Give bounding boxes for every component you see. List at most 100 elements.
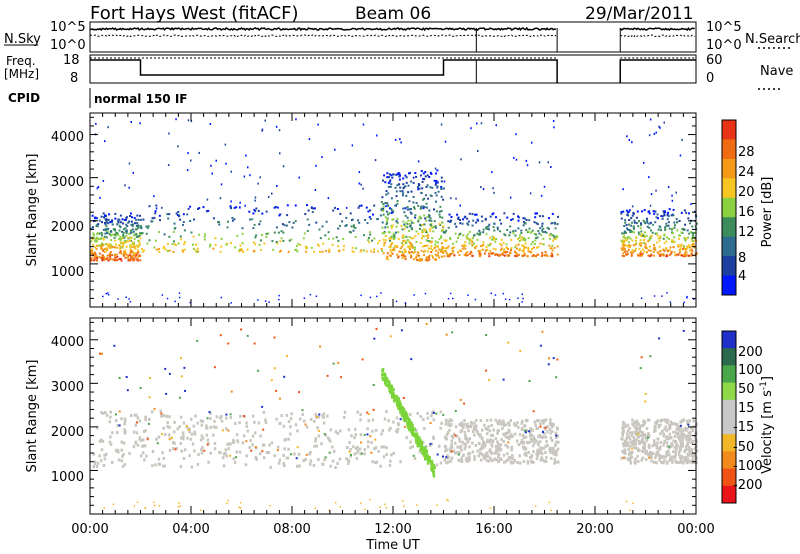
power-cell	[539, 227, 542, 230]
velocity-cell	[662, 432, 666, 436]
velocity-cell	[530, 433, 533, 437]
power-cell	[383, 244, 385, 247]
velocity-cell	[692, 419, 695, 423]
power-cell	[125, 253, 128, 256]
velocity-cell	[656, 446, 659, 450]
velocity-cell	[662, 443, 665, 447]
velocity-cell	[363, 433, 366, 436]
power-cell	[446, 254, 449, 257]
velocity-cell	[321, 463, 325, 466]
power-cell	[459, 232, 462, 235]
power-cell	[387, 182, 390, 185]
power-cell	[667, 186, 670, 189]
power-cell	[682, 227, 685, 230]
power-cell	[466, 251, 469, 254]
velocity-cell	[467, 425, 470, 428]
power-cell	[546, 254, 549, 257]
power-cell	[449, 220, 452, 223]
power-cell	[659, 226, 662, 229]
velocity-cell	[183, 366, 186, 369]
power-cell	[686, 295, 688, 298]
velocity-colorbar-segment	[722, 468, 736, 487]
velocity-cell	[123, 463, 127, 467]
noise-search-line	[620, 34, 695, 38]
velocity-cell	[184, 389, 186, 392]
power-cell	[484, 217, 487, 220]
freq-right-tick-bottom: 0	[706, 71, 714, 86]
power-cell	[690, 203, 692, 206]
velocity-cell	[409, 440, 412, 444]
velocity-cell	[687, 434, 690, 438]
power-cell	[280, 230, 283, 233]
noise-traces	[89, 26, 697, 52]
power-cell	[421, 237, 423, 240]
velocity-cell	[539, 449, 543, 453]
power-cell	[504, 251, 507, 254]
power-cell	[321, 250, 324, 253]
velocity-cell	[225, 413, 228, 416]
power-cell	[674, 254, 677, 256]
power-cell	[344, 225, 347, 227]
power-cell	[663, 121, 665, 124]
power-cell	[621, 254, 624, 257]
power-cell	[507, 248, 509, 250]
power-cell	[423, 214, 426, 217]
power-cell	[556, 245, 559, 248]
velocity-cell	[374, 428, 378, 432]
velocity-cell	[366, 411, 369, 414]
velocity-cell	[424, 457, 427, 461]
velocity-cell	[392, 451, 395, 455]
velocity-cell	[627, 435, 631, 439]
power-cell	[457, 251, 460, 254]
velocity-cell	[681, 439, 684, 443]
power-cell	[384, 202, 387, 204]
power-cell	[407, 219, 410, 222]
power-cell	[665, 247, 667, 250]
power-cell	[306, 218, 309, 221]
power-cell	[519, 234, 521, 237]
velocity-cell	[686, 441, 690, 445]
velocity-cell	[677, 450, 681, 454]
power-cell	[122, 253, 125, 256]
power-cell	[342, 238, 345, 240]
power-cell	[404, 174, 407, 177]
velocity-cell	[546, 425, 549, 429]
velocity-cell	[123, 417, 127, 421]
power-cell	[100, 215, 103, 218]
velocity-cell	[500, 437, 503, 441]
power-cell	[412, 252, 415, 255]
power-cell	[443, 180, 446, 183]
power-cell	[91, 248, 94, 251]
power-cell	[428, 240, 431, 243]
power-cell	[445, 239, 448, 242]
power-cell	[117, 233, 120, 236]
power-cell	[628, 219, 631, 221]
velocity-cell	[629, 458, 632, 462]
velocity-cell	[549, 431, 553, 435]
power-cell	[128, 186, 130, 189]
velocity-cell	[632, 445, 635, 449]
velocity-cell	[402, 397, 405, 399]
velocity-cell	[347, 458, 350, 462]
power-cell	[254, 236, 257, 239]
power-cell	[317, 244, 320, 247]
power-cell	[358, 182, 361, 185]
power-cell	[279, 240, 282, 243]
power-cell	[435, 258, 437, 261]
power-cell	[380, 207, 383, 210]
power-cell	[653, 212, 656, 215]
power-cell	[136, 222, 139, 225]
velocity-cell	[399, 418, 402, 421]
power-cell	[648, 239, 651, 242]
power-cell	[541, 215, 544, 218]
power-cell	[512, 212, 515, 215]
velocity-cell	[179, 415, 183, 419]
power-cell	[409, 223, 411, 226]
velocity-cell	[670, 421, 673, 425]
velocity-cell	[655, 461, 658, 465]
power-cell	[664, 211, 667, 214]
power-cell	[179, 218, 182, 221]
power-cell	[391, 224, 394, 227]
power-cell	[667, 211, 670, 214]
velocity-cell	[123, 428, 126, 432]
